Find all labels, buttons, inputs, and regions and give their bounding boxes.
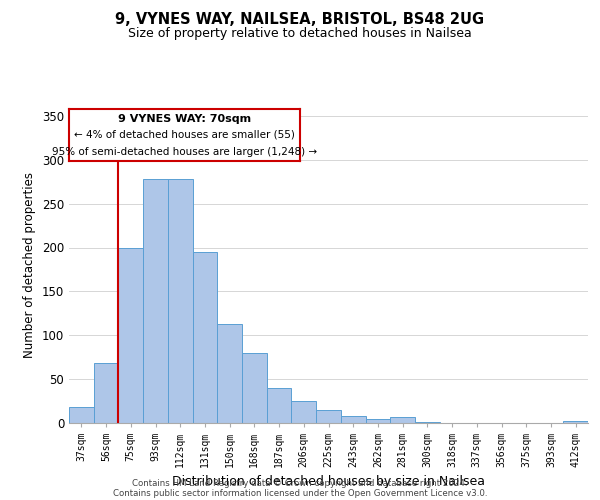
Text: Size of property relative to detached houses in Nailsea: Size of property relative to detached ho…: [128, 28, 472, 40]
Bar: [69, 407, 94, 422]
Text: Contains HM Land Registry data © Crown copyright and database right 2024.: Contains HM Land Registry data © Crown c…: [132, 478, 468, 488]
Text: 95% of semi-detached houses are larger (1,248) →: 95% of semi-detached houses are larger (…: [52, 146, 317, 156]
Bar: [563, 421, 588, 422]
Bar: [94, 363, 118, 422]
Text: ← 4% of detached houses are smaller (55): ← 4% of detached houses are smaller (55): [74, 130, 295, 140]
Text: 9, VYNES WAY, NAILSEA, BRISTOL, BS48 2UG: 9, VYNES WAY, NAILSEA, BRISTOL, BS48 2UG: [115, 12, 485, 28]
Text: 9 VYNES WAY: 70sqm: 9 VYNES WAY: 70sqm: [118, 114, 251, 124]
Bar: [118, 248, 143, 422]
Bar: [292, 400, 316, 422]
Y-axis label: Number of detached properties: Number of detached properties: [23, 172, 37, 358]
Bar: [242, 354, 267, 422]
Bar: [316, 410, 341, 422]
X-axis label: Distribution of detached houses by size in Nailsea: Distribution of detached houses by size …: [172, 475, 485, 488]
Text: Contains public sector information licensed under the Open Government Licence v3: Contains public sector information licen…: [113, 488, 487, 498]
Bar: [390, 417, 415, 422]
Bar: [193, 252, 217, 422]
Bar: [341, 416, 365, 422]
Bar: [365, 419, 390, 422]
Bar: [217, 324, 242, 422]
Bar: [267, 388, 292, 422]
Bar: [143, 180, 168, 422]
Bar: [168, 180, 193, 422]
